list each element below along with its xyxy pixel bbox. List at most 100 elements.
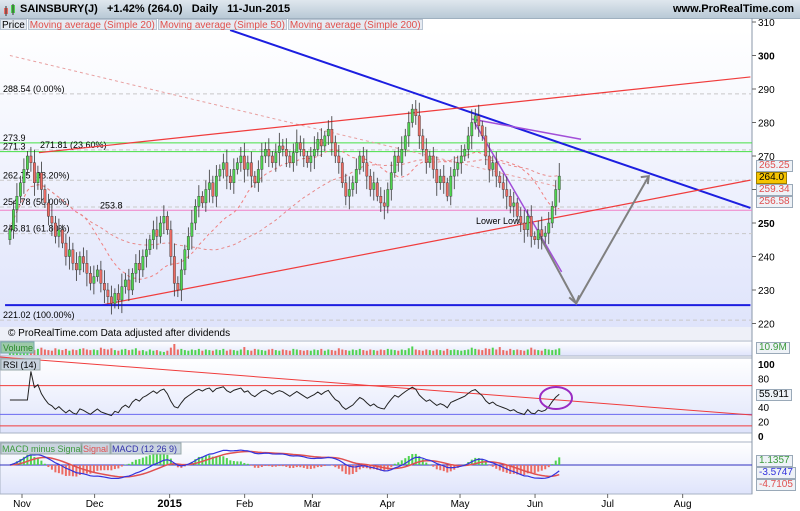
macd-histogram-bar [362,465,365,469]
macd-histogram-bar [141,457,144,465]
macd-histogram-bar [197,456,200,465]
legend-ma200[interactable]: Moving average (Simple 200) [287,19,423,31]
last-price-tag: 264.0 [756,172,788,184]
macd-histogram-bar [103,465,106,471]
candle [333,142,337,157]
volume-bar [558,348,561,355]
legend-price[interactable]: Price [0,19,27,31]
candle [298,142,302,150]
candle [543,232,547,237]
ma50-line [9,158,560,251]
volume-bar [393,350,396,355]
candle [193,206,197,224]
volume-bar [225,350,228,355]
macd-histogram-bar [551,464,554,465]
volume-bar [260,350,263,355]
candle [218,169,222,177]
macd-histogram-bar [516,465,519,475]
volume-bar [470,347,473,355]
macd-histogram-bar [428,464,431,465]
candle [526,216,530,230]
candle [428,155,432,163]
candle [36,172,40,184]
legend-ma50[interactable]: Moving average (Simple 50) [157,19,287,31]
volume-bar [379,349,382,355]
volume-bar [351,349,354,355]
volume-bar [201,350,204,355]
macd-histogram-bar [323,465,326,467]
y-tick-label: 280 [758,119,775,130]
volume-bar [418,350,421,355]
candle [207,182,211,190]
volume-bar [306,350,309,355]
candle [519,216,523,224]
ma50-value-tag: 259.34 [756,184,793,196]
volume-bar [50,350,53,355]
macd-hist-value-tag: 1.1357 [756,455,793,467]
legend-ma20[interactable]: Moving average (Simple 20) [27,19,157,31]
volume-bar [131,349,134,355]
candle [141,256,145,271]
candle [445,182,449,197]
candle [382,202,386,207]
fib-label: 271.3 [3,142,26,152]
macd-histogram-bar [215,456,218,465]
candle [50,216,54,224]
candle [421,135,425,150]
copyright-strip [0,327,752,340]
volume-bar [383,350,386,355]
candle [249,162,253,177]
macd-legend-box [81,442,111,455]
volume-bar [232,350,235,355]
candle [29,155,33,163]
macd-histogram-bar [540,465,543,471]
x-tick-label: 2015 [157,498,181,510]
macd-histogram-bar [537,465,540,472]
candle [158,222,162,237]
candle [480,125,484,137]
candle [204,189,208,204]
candle [522,222,526,230]
volume-bar [309,350,312,355]
x-tick-label: Apr [380,499,396,510]
price-plot: 288.54 (0.00%) 273.9 271.81 (23.60%) 271.3 2… [0,30,752,321]
macd-histogram-bar [117,465,120,469]
macd-histogram-bar [316,465,319,468]
date: 11-Jun-2015 [227,3,291,15]
candle [253,175,257,184]
candle [501,182,505,190]
site-link[interactable]: www.ProRealTime.com [672,3,794,15]
macd-histogram-bar [75,465,78,477]
period[interactable]: Daily [191,3,218,15]
chart-title: SAINSBURY(J) +1.42% (264.0) Daily 11-Jun… [20,3,290,15]
volume-value-tag: 10.9M [756,342,790,354]
volume-bar [57,349,60,355]
candle [64,242,68,257]
volume-bar [341,349,344,355]
macd-histogram-bar [526,465,529,474]
volume-bar [512,350,515,355]
volume-bar [505,350,508,355]
rsi-trendline [0,356,753,416]
volume-bar [75,350,78,355]
candle [246,162,250,170]
volume-bar [460,350,463,355]
volume-bar [85,349,88,355]
ma20-line [9,149,560,280]
trendline [38,76,751,154]
volume-bar [421,350,424,355]
candle [281,145,285,150]
macd-histogram-bar [208,455,211,465]
trendline [99,179,751,306]
macd-histogram-bar [348,465,351,475]
fib-label: 273.9 [3,133,26,143]
candle [424,149,428,163]
volume-bar [47,350,50,355]
volume-bar [253,348,256,355]
candle [330,128,334,143]
macd-histogram-bar [337,465,340,469]
rsi-line [9,371,560,417]
fib-label: 271.81 (23.60%) [40,140,107,150]
candle [25,155,29,170]
